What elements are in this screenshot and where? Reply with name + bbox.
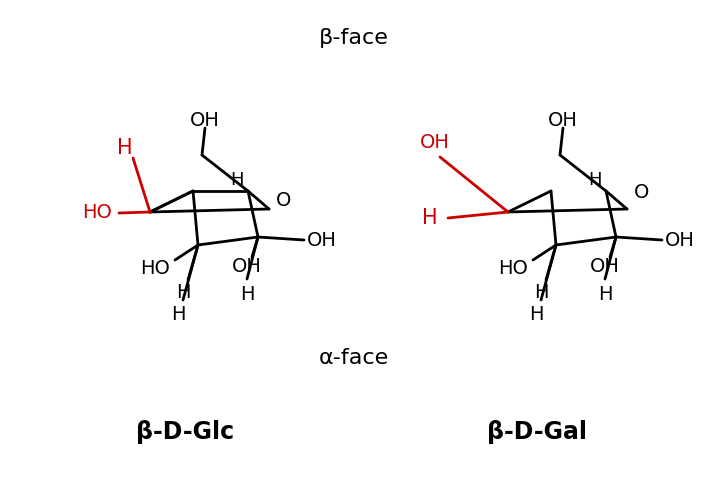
Text: β-D-Glc: β-D-Glc [136, 420, 234, 444]
Text: H: H [422, 208, 438, 228]
Text: H: H [529, 305, 543, 324]
Text: O: O [635, 182, 649, 201]
Text: OH: OH [590, 257, 620, 276]
Text: OH: OH [548, 110, 578, 130]
Text: OH: OH [232, 257, 262, 276]
Text: H: H [117, 138, 133, 158]
Text: HO: HO [498, 258, 528, 277]
Text: O: O [277, 191, 291, 210]
Text: H: H [588, 171, 602, 189]
Text: HO: HO [140, 258, 170, 277]
Text: H: H [176, 283, 190, 302]
Text: H: H [230, 171, 244, 189]
Text: OH: OH [420, 133, 450, 151]
Text: α-face: α-face [319, 348, 389, 368]
Text: β-face: β-face [319, 28, 389, 48]
Text: HO: HO [82, 203, 112, 223]
Text: H: H [171, 305, 185, 324]
Text: OH: OH [307, 230, 337, 249]
Text: H: H [240, 286, 255, 304]
Text: H: H [534, 283, 548, 302]
Text: OH: OH [190, 110, 220, 130]
Text: OH: OH [665, 230, 695, 249]
Text: H: H [598, 286, 613, 304]
Text: β-D-Gal: β-D-Gal [487, 420, 587, 444]
